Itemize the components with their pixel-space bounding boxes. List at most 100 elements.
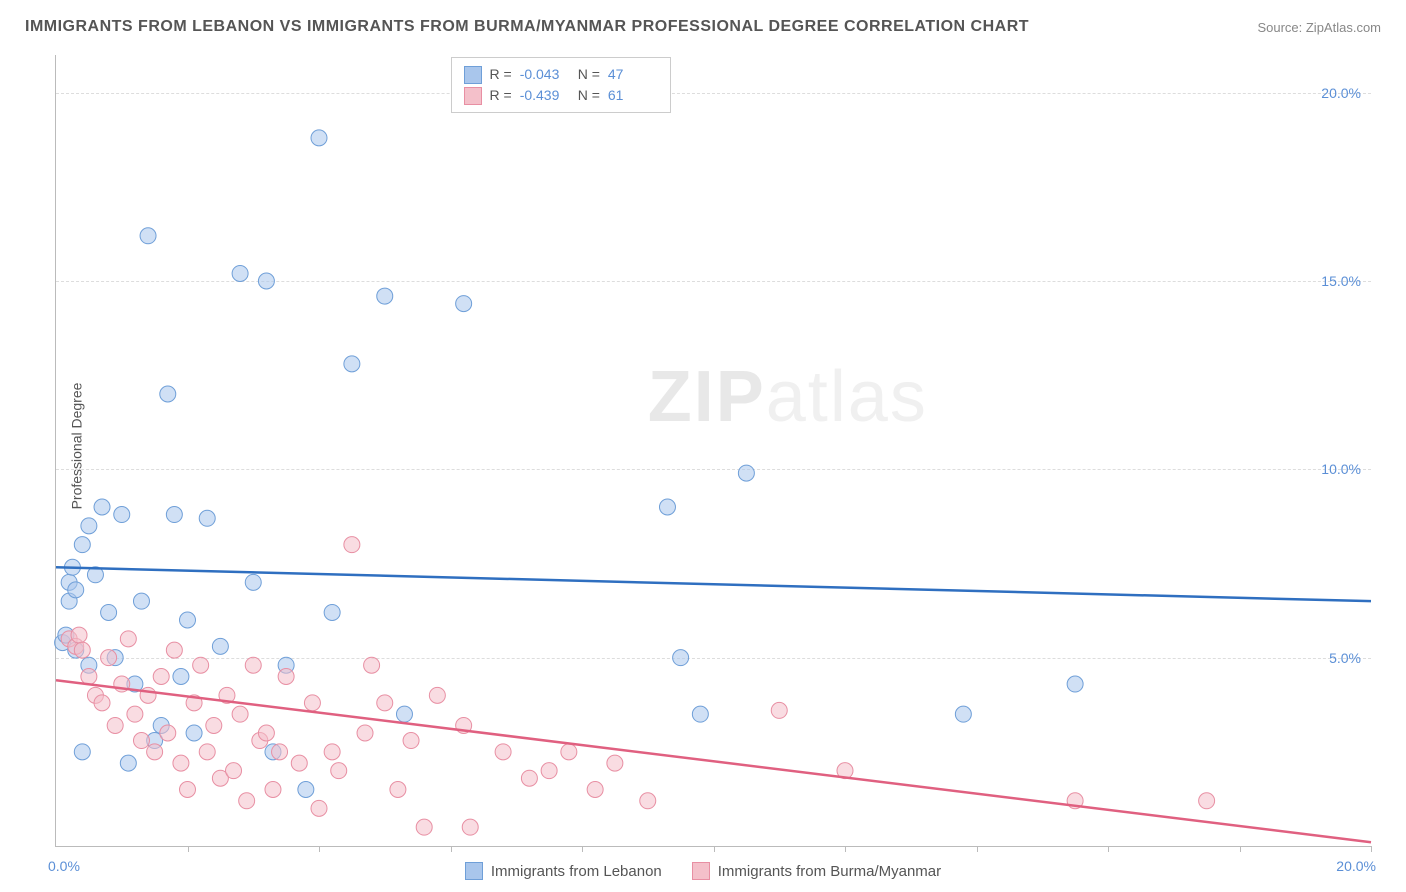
data-point	[561, 744, 577, 760]
data-point	[331, 763, 347, 779]
data-point	[94, 695, 110, 711]
data-point	[456, 296, 472, 312]
x-tick-mark	[977, 846, 978, 852]
x-tick-mark	[714, 846, 715, 852]
legend-n-label: N =	[578, 64, 600, 85]
legend-swatch	[465, 862, 483, 880]
data-point	[166, 642, 182, 658]
data-point	[1199, 793, 1215, 809]
data-point	[133, 733, 149, 749]
data-point	[304, 695, 320, 711]
data-point	[160, 725, 176, 741]
data-point	[180, 612, 196, 628]
data-point	[344, 356, 360, 372]
data-point	[587, 782, 603, 798]
legend-row: R = -0.043 N = 47	[464, 64, 658, 85]
series-name: Immigrants from Burma/Myanmar	[718, 863, 941, 880]
data-point	[462, 819, 478, 835]
x-tick-mark	[845, 846, 846, 852]
data-point	[68, 582, 84, 598]
data-point	[1067, 676, 1083, 692]
data-point	[71, 627, 87, 643]
legend-swatch	[464, 66, 482, 84]
data-point	[692, 706, 708, 722]
data-point	[101, 604, 117, 620]
data-point	[955, 706, 971, 722]
data-point	[232, 265, 248, 281]
data-point	[377, 288, 393, 304]
data-point	[278, 669, 294, 685]
data-point	[173, 755, 189, 771]
data-point	[127, 706, 143, 722]
data-point	[81, 669, 97, 685]
data-point	[173, 669, 189, 685]
data-point	[324, 604, 340, 620]
data-point	[107, 717, 123, 733]
legend-r-label: R =	[490, 85, 512, 106]
chart-title: IMMIGRANTS FROM LEBANON VS IMMIGRANTS FR…	[25, 18, 1029, 36]
x-tick-mark	[1371, 846, 1372, 852]
data-point	[94, 499, 110, 515]
legend-r-value: -0.439	[520, 85, 570, 106]
series-legend-item: Immigrants from Lebanon	[465, 862, 662, 880]
data-point	[311, 130, 327, 146]
data-point	[403, 733, 419, 749]
legend-swatch	[692, 862, 710, 880]
series-legend-item: Immigrants from Burma/Myanmar	[692, 862, 941, 880]
data-point	[206, 717, 222, 733]
data-point	[199, 510, 215, 526]
data-point	[258, 273, 274, 289]
legend-n-value: 47	[608, 64, 658, 85]
data-point	[771, 702, 787, 718]
data-point	[640, 793, 656, 809]
data-point	[364, 657, 380, 673]
data-point	[133, 593, 149, 609]
legend-r-value: -0.043	[520, 64, 570, 85]
data-point	[147, 744, 163, 760]
data-point	[607, 755, 623, 771]
data-point	[193, 657, 209, 673]
data-point	[390, 782, 406, 798]
data-point	[416, 819, 432, 835]
data-point	[258, 725, 274, 741]
data-point	[140, 228, 156, 244]
data-point	[212, 638, 228, 654]
legend-r-label: R =	[490, 64, 512, 85]
source-attribution: Source: ZipAtlas.com	[1257, 20, 1381, 35]
data-point	[738, 465, 754, 481]
data-point	[344, 537, 360, 553]
data-point	[166, 507, 182, 523]
data-point	[101, 650, 117, 666]
data-point	[245, 657, 261, 673]
data-point	[245, 574, 261, 590]
data-point	[377, 695, 393, 711]
legend-n-value: 61	[608, 85, 658, 106]
legend-row: R = -0.439 N = 61	[464, 85, 658, 106]
data-point	[659, 499, 675, 515]
scatter-plot-svg	[56, 55, 1371, 846]
data-point	[239, 793, 255, 809]
data-point	[199, 744, 215, 760]
series-name: Immigrants from Lebanon	[491, 863, 662, 880]
data-point	[74, 537, 90, 553]
x-tick-mark	[451, 846, 452, 852]
data-point	[74, 642, 90, 658]
data-point	[160, 386, 176, 402]
data-point	[153, 669, 169, 685]
legend-swatch	[464, 87, 482, 105]
trend-line	[56, 680, 1371, 842]
correlation-legend: R = -0.043 N = 47 R = -0.439 N = 61	[451, 57, 671, 113]
legend-n-label: N =	[578, 85, 600, 106]
data-point	[357, 725, 373, 741]
data-point	[291, 755, 307, 771]
data-point	[429, 687, 445, 703]
data-point	[81, 518, 97, 534]
data-point	[311, 800, 327, 816]
data-point	[298, 782, 314, 798]
series-legend: Immigrants from Lebanon Immigrants from B…	[0, 862, 1406, 880]
data-point	[180, 782, 196, 798]
data-point	[114, 507, 130, 523]
data-point	[396, 706, 412, 722]
data-point	[324, 744, 340, 760]
data-point	[120, 631, 136, 647]
